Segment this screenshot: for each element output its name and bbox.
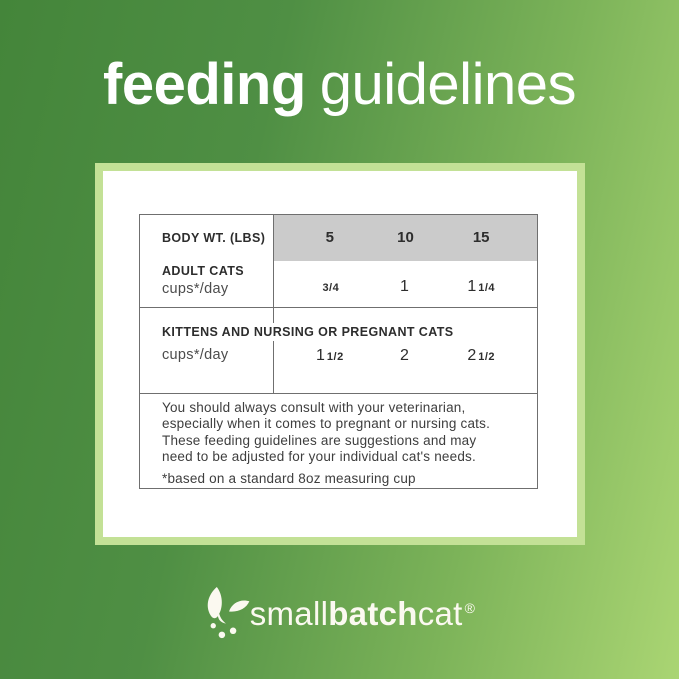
- brand-word-cat: cat: [417, 595, 463, 632]
- title-word-guidelines: guidelines: [319, 52, 577, 117]
- leaf-cat-face-icon: [207, 587, 250, 639]
- brand-word-batch: batch: [328, 595, 418, 632]
- adult-value-15lb: 1 1/4: [443, 275, 519, 300]
- measuring-cup-footnote: *based on a standard 8oz measuring cup: [162, 470, 416, 486]
- adult-values-row: 3/4 1 1 1/4: [274, 275, 537, 300]
- kittens-value-10lb: 2: [368, 345, 444, 368]
- disclaimer-line-4: need to be adjusted for your individual …: [162, 449, 476, 465]
- weight-col-5: 5: [325, 229, 334, 246]
- adult-value-10lb-whole: 1: [400, 278, 409, 295]
- page-title: feeding guidelines: [0, 54, 679, 116]
- kittens-value-10lb-whole: 2: [400, 347, 409, 364]
- disclaimer-divider-line: [140, 393, 537, 394]
- weight-header-row: 5 10 15: [140, 215, 537, 261]
- kittens-value-15lb-frac: 1/2: [478, 351, 496, 363]
- weight-header-band: [274, 215, 537, 261]
- guidelines-card: 5 10 15 BODY WT. (LBS) ADULT CATS cups*/…: [95, 163, 585, 545]
- adult-cups-per-day-label: cups*/day: [162, 281, 229, 297]
- weight-col-15: 15: [472, 229, 490, 246]
- feeding-table: 5 10 15 BODY WT. (LBS) ADULT CATS cups*/…: [139, 214, 538, 489]
- weight-col-10: 10: [397, 229, 414, 246]
- disclaimer-text: You should always consult with your vete…: [162, 400, 523, 487]
- kittens-value-5lb-frac: 1/2: [326, 351, 344, 363]
- section-divider-line: [140, 307, 537, 308]
- adult-value-10lb: 1: [368, 275, 444, 300]
- table-column-divider: [273, 215, 274, 393]
- adult-value-15lb-whole: 1: [467, 278, 477, 295]
- disclaimer-line-3: These feeding guidelines are suggestions…: [162, 432, 477, 448]
- disclaimer-line-1: You should always consult with your vete…: [162, 400, 466, 415]
- kittens-value-15lb: 2 1/2: [443, 345, 519, 368]
- kittens-label: KITTENS AND NURSING OR PREGNANT CATS: [162, 323, 462, 341]
- registered-trademark-symbol: ®: [464, 600, 476, 616]
- brand-wordmark: smallbatchcat ®: [250, 595, 476, 639]
- kittens-value-5lb: 1 1/2: [292, 345, 368, 368]
- adult-value-5lb: 3/4: [292, 275, 368, 300]
- adult-cats-label: ADULT CATS: [162, 264, 244, 278]
- brand-word-small: small: [249, 595, 329, 632]
- kittens-value-5lb-whole: 1: [315, 347, 325, 364]
- adult-value-5lb-frac: 3/4: [322, 282, 340, 294]
- adult-value-15lb-frac: 1/4: [478, 282, 496, 294]
- body-weight-label: BODY WT. (LBS): [162, 231, 266, 245]
- brand-logo: smallbatchcat ®: [0, 586, 679, 643]
- kittens-value-15lb-whole: 2: [467, 347, 477, 364]
- kittens-values-row: 1 1/2 2 2 1/2: [274, 345, 537, 368]
- disclaimer-line-2: especially when it comes to pregnant or …: [162, 416, 491, 432]
- kittens-cups-per-day-label: cups*/day: [162, 347, 229, 363]
- title-word-feeding: feeding: [103, 52, 306, 117]
